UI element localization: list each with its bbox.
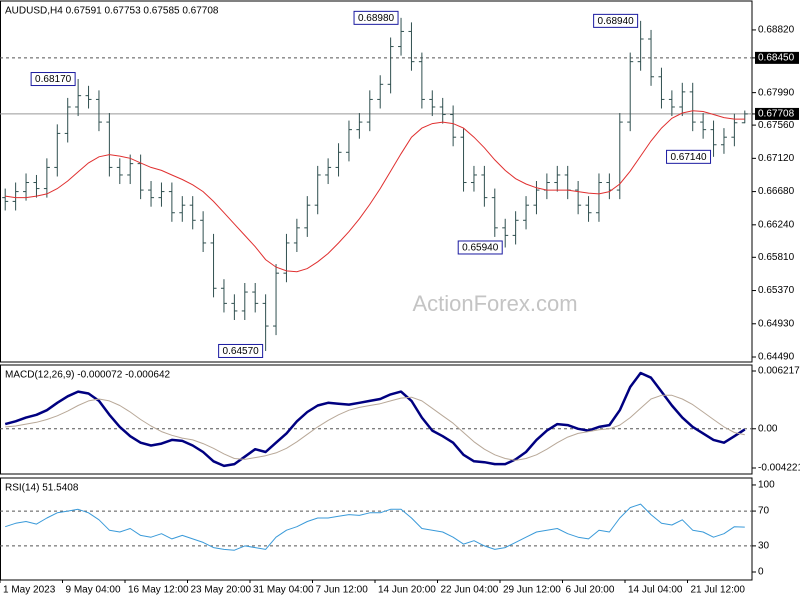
x-tick-label: 14 Jul 04:00 (628, 585, 683, 596)
x-tick-label: 23 May 20:00 (191, 585, 252, 596)
annotation-box (666, 149, 712, 164)
y-tick-box (755, 107, 799, 120)
indicator-line (5, 394, 745, 461)
x-tick-label: 29 Jun 12:00 (503, 585, 561, 596)
y-tick-label: 0.00 (758, 423, 778, 434)
y-tick-label: 70 (758, 506, 770, 517)
y-tick-label: 0.66240 (758, 219, 795, 230)
y-tick-label: 0.006217 (758, 366, 800, 377)
x-tick-label: 21 Jul 12:00 (691, 585, 746, 596)
y-tick-box (755, 51, 799, 64)
annotation-label: 0.65940 (462, 243, 499, 254)
y-tick-label: 0.64930 (758, 318, 795, 329)
y-tick-label: 0.67990 (758, 87, 795, 98)
indicator-line (5, 503, 745, 551)
x-tick-label: 31 May 04:00 (253, 585, 314, 596)
y-tick-label: 30 (758, 541, 770, 552)
panel-border (0, 0, 753, 363)
annotation-box (457, 240, 503, 255)
y-tick-label: 100 (758, 480, 775, 491)
y-tick-label: 0.64490 (758, 352, 795, 363)
panel-border (0, 477, 753, 581)
y-tick-label: -0.004221 (758, 463, 800, 474)
y-tick-label: 0.67560 (758, 120, 795, 131)
annotation-label: 0.68170 (35, 74, 72, 85)
x-tick-label: 1 May 2023 (3, 585, 56, 596)
annotation-label: 0.68980 (358, 13, 395, 24)
panel-title: RSI(14) 51.5408 (5, 483, 79, 494)
y-tick-label: 0.67708 (758, 109, 795, 120)
moving-average (5, 110, 745, 273)
panel-border (0, 364, 753, 475)
panel-title: AUDUSD,H4 0.67591 0.67753 0.67585 0.6770… (5, 6, 219, 17)
x-tick-label: 14 Jun 20:00 (378, 585, 436, 596)
annotation-box (30, 72, 76, 87)
y-tick-label: 0.65370 (758, 285, 795, 296)
annotation-box (353, 10, 399, 25)
x-tick-label: 6 Jul 20:00 (566, 585, 615, 596)
x-tick-label: 7 Jun 12:00 (316, 585, 369, 596)
annotation-label: 0.64570 (223, 346, 260, 357)
panel-title: MACD(12,26,9) -0.000072 -0.000642 (5, 370, 171, 381)
annotation-label: 0.68940 (598, 16, 635, 27)
y-tick-label: 0.68820 (758, 25, 795, 36)
x-tick-label: 9 May 04:00 (66, 585, 121, 596)
x-tick-label: 22 Jun 04:00 (441, 585, 499, 596)
annotation-box (593, 13, 639, 28)
y-tick-label: 0.68450 (758, 53, 795, 64)
y-tick-label: 0.67120 (758, 153, 795, 164)
y-tick-label: 0.65810 (758, 252, 795, 263)
x-tick-label: 16 May 12:00 (128, 585, 189, 596)
y-tick-label: 0.66680 (758, 186, 795, 197)
y-tick-label: 0 (758, 567, 764, 578)
annotation-label: 0.67140 (670, 152, 707, 163)
watermark: ActionForex.com (412, 291, 577, 316)
indicator-line (4, 371, 746, 468)
annotation-box (218, 343, 264, 358)
